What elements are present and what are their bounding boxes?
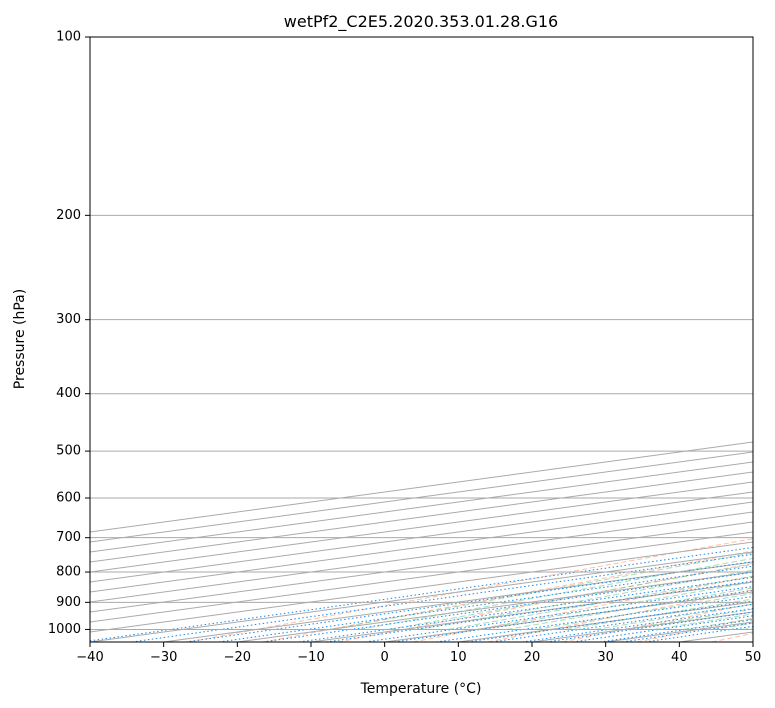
dry-adiabat <box>263 550 753 642</box>
moist-adiabat <box>565 598 753 630</box>
isotherm-line <box>90 471 753 563</box>
mixing-ratio-line <box>572 615 753 642</box>
y-tick-label: 900 <box>56 595 81 610</box>
y-tick-label: 400 <box>56 386 81 401</box>
isotherm-line <box>90 551 753 642</box>
isotherm-line <box>90 531 753 623</box>
mixing-ratio-line <box>262 571 753 642</box>
moist-adiabat <box>712 622 753 630</box>
y-tick-label: 200 <box>56 208 81 223</box>
dry-adiabat <box>487 589 753 642</box>
x-tick-label: −30 <box>150 650 177 665</box>
background-lines <box>90 441 753 642</box>
x-tick-label: 50 <box>745 650 762 665</box>
dry-adiabat <box>711 632 753 642</box>
isotherm-line <box>90 491 753 583</box>
y-tick-label: 700 <box>56 530 81 545</box>
isotherm-line <box>531 611 753 642</box>
y-tick-label: 1000 <box>48 622 81 637</box>
y-tick-label: 100 <box>56 30 81 45</box>
y-tick-label: 600 <box>56 491 81 506</box>
x-axis-ticks: −40 −30 −20 −10 0 10 20 30 40 50 <box>76 642 761 665</box>
moist-adiabat <box>683 618 753 630</box>
moist-adiabat <box>329 552 753 630</box>
moist-adiabat <box>418 569 753 630</box>
moist-adiabat <box>359 557 753 630</box>
moist-adiabat <box>506 587 753 630</box>
y-tick-label: 300 <box>56 312 81 327</box>
x-tick-label: 10 <box>450 650 467 665</box>
moist-adiabat <box>653 613 753 630</box>
x-axis-label: Temperature (°C) <box>360 681 482 697</box>
dry-adiabat <box>338 562 753 642</box>
moist-adiabat <box>477 581 753 630</box>
isotherm-line <box>90 511 753 603</box>
moist-adiabat <box>447 575 753 630</box>
x-tick-label: 20 <box>524 650 541 665</box>
isotherm-line <box>752 641 753 642</box>
isotherm-line <box>90 501 753 593</box>
isotherm-line <box>90 461 753 553</box>
dry-adiabat <box>562 603 753 642</box>
isotherm-line <box>384 591 753 642</box>
isotherm-line <box>310 581 753 642</box>
moist-adiabat <box>624 608 753 630</box>
isotherm-line <box>605 621 753 642</box>
isotherm-line <box>90 521 753 613</box>
moist-adiabat <box>388 563 753 630</box>
x-tick-label: 30 <box>597 650 614 665</box>
y-tick-label: 500 <box>56 444 81 459</box>
plot-frame <box>89 36 754 643</box>
mixing-ratio-line <box>90 546 753 642</box>
y-tick-label: 800 <box>56 565 81 580</box>
mixing-ratio-line <box>185 561 753 642</box>
isotherm-line <box>90 541 753 633</box>
x-tick-label: −10 <box>297 650 324 665</box>
mixing-ratio-line <box>218 565 753 642</box>
y-axis-label: Pressure (hPa) <box>12 289 28 389</box>
dry-adiabat <box>636 617 753 642</box>
isobar-grid <box>90 37 753 630</box>
mixing-ratio-line <box>299 576 753 642</box>
chart-title: wetPf2_C2E5.2020.353.01.28.G16 <box>284 12 558 32</box>
x-tick-label: −20 <box>224 650 251 665</box>
x-tick-label: 0 <box>381 650 389 665</box>
moist-adiabat <box>594 603 753 630</box>
y-axis-ticks: 100 200 300 400 500 600 700 800 900 1000 <box>48 30 90 637</box>
isotherm-line <box>90 451 753 543</box>
dry-adiabat <box>188 538 753 642</box>
x-tick-label: −40 <box>76 650 103 665</box>
isotherm-line <box>90 481 753 573</box>
x-tick-label: 40 <box>671 650 688 665</box>
moist-adiabat <box>742 627 753 630</box>
isotherm-line <box>679 631 753 642</box>
